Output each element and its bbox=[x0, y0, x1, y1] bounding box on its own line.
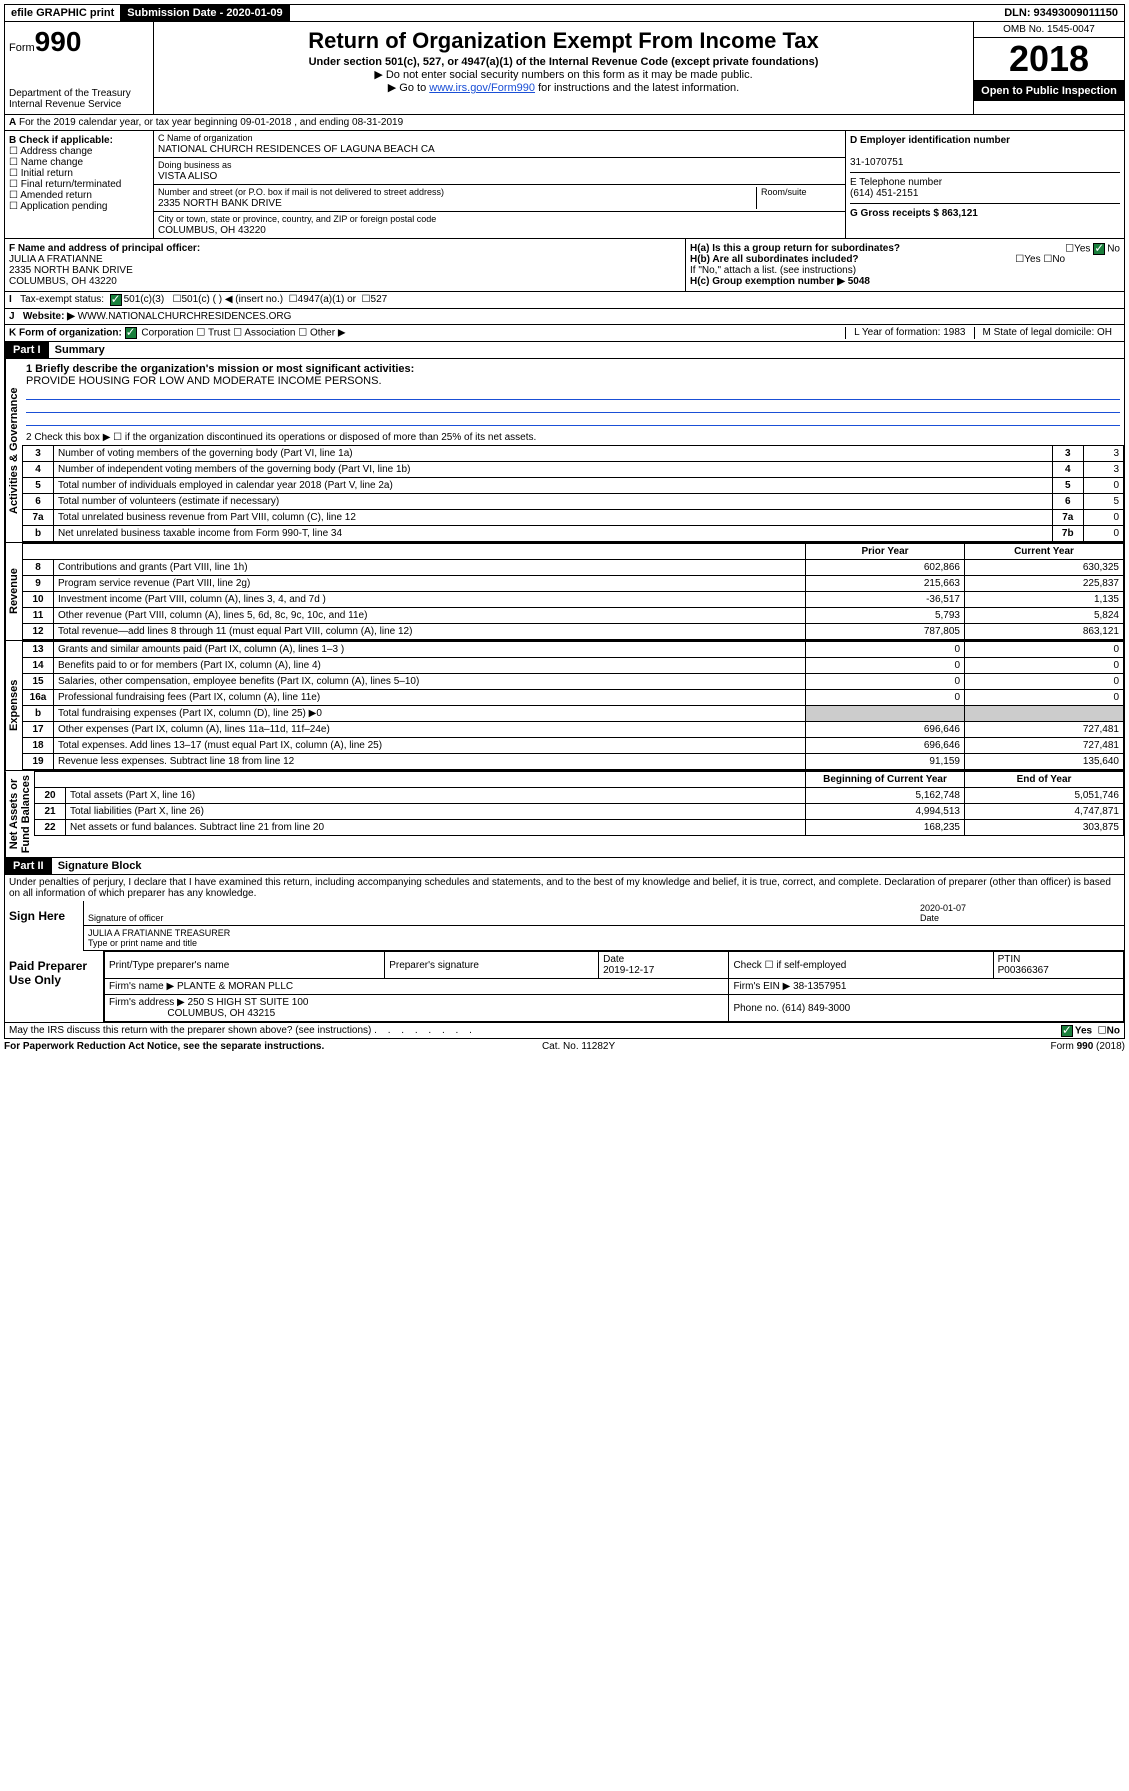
omb-number: OMB No. 1545-0047 bbox=[974, 22, 1124, 38]
section-fh: F Name and address of principal officer:… bbox=[4, 239, 1125, 292]
phone: (614) 451-2151 bbox=[850, 188, 918, 199]
chk-address-change[interactable]: ☐ Address change bbox=[9, 146, 149, 157]
form-note1: ▶ Do not enter social security numbers o… bbox=[158, 68, 969, 81]
form-header: Form990 Department of the Treasury Inter… bbox=[4, 22, 1125, 115]
org-address: 2335 NORTH BANK DRIVE bbox=[158, 198, 282, 209]
form-note2: ▶ Go to www.irs.gov/Form990 for instruct… bbox=[158, 81, 969, 94]
form-subtitle: Under section 501(c), 527, or 4947(a)(1)… bbox=[158, 56, 969, 68]
discuss-line: May the IRS discuss this return with the… bbox=[5, 1022, 1124, 1038]
netassets-table: Beginning of Current YearEnd of Year 20T… bbox=[34, 771, 1124, 836]
submission-date-button[interactable]: Submission Date - 2020-01-09 bbox=[121, 5, 289, 21]
summary-block: Activities & Governance 1 Briefly descri… bbox=[4, 359, 1125, 543]
chk-name-change[interactable]: ☐ Name change bbox=[9, 157, 149, 168]
part1-header: Part I Summary bbox=[4, 342, 1125, 359]
vert-activities-governance: Activities & Governance bbox=[5, 359, 22, 542]
efile-link[interactable]: efile GRAPHIC print bbox=[5, 5, 121, 21]
org-city: COLUMBUS, OH 43220 bbox=[158, 225, 266, 236]
line-a: A For the 2019 calendar year, or tax yea… bbox=[4, 115, 1125, 131]
chk-501c3[interactable] bbox=[110, 294, 122, 306]
dln-label: DLN: 93493009011150 bbox=[998, 5, 1124, 21]
chk-app-pending[interactable]: ☐ Application pending bbox=[9, 201, 149, 212]
tax-year: 2018 bbox=[974, 38, 1124, 81]
website[interactable]: WWW.NATIONALCHURCHRESIDENCES.ORG bbox=[78, 311, 292, 322]
officer-name: JULIA A FRATIANNE bbox=[9, 254, 103, 265]
revenue-block: Revenue Prior YearCurrent Year 8Contribu… bbox=[4, 543, 1125, 641]
form-title: Return of Organization Exempt From Incom… bbox=[158, 28, 969, 54]
part2-header: Part II Signature Block bbox=[4, 858, 1125, 875]
open-public-badge: Open to Public Inspection bbox=[974, 81, 1124, 101]
vert-netassets: Net Assets or Fund Balances bbox=[5, 771, 34, 857]
revenue-table: Prior YearCurrent Year 8Contributions an… bbox=[22, 543, 1124, 640]
org-dba: VISTA ALISO bbox=[158, 171, 217, 182]
summary-table-governance: 3Number of voting members of the governi… bbox=[22, 445, 1124, 542]
signature-block: Under penalties of perjury, I declare th… bbox=[4, 875, 1125, 1039]
mission-text: PROVIDE HOUSING FOR LOW AND MODERATE INC… bbox=[26, 375, 382, 387]
line-klm: K Form of organization: Corporation ☐ Tr… bbox=[4, 325, 1125, 342]
dept-label: Department of the Treasury Internal Reve… bbox=[9, 88, 149, 110]
box-b: B Check if applicable: ☐ Address change … bbox=[5, 131, 154, 238]
sign-here-label: Sign Here bbox=[5, 901, 83, 951]
paid-preparer-label: Paid Preparer Use Only bbox=[5, 951, 103, 1022]
top-bar: efile GRAPHIC print Submission Date - 20… bbox=[4, 4, 1125, 22]
chk-amended[interactable]: ☐ Amended return bbox=[9, 190, 149, 201]
vert-expenses: Expenses bbox=[5, 641, 22, 770]
expenses-block: Expenses 13Grants and similar amounts pa… bbox=[4, 641, 1125, 771]
page-footer: For Paperwork Reduction Act Notice, see … bbox=[4, 1039, 1125, 1052]
ein: 31-1070751 bbox=[850, 157, 903, 168]
netassets-block: Net Assets or Fund Balances Beginning of… bbox=[4, 771, 1125, 858]
irs-link[interactable]: www.irs.gov/Form990 bbox=[429, 82, 535, 94]
vert-revenue: Revenue bbox=[5, 543, 22, 640]
form-number: Form990 bbox=[9, 26, 149, 58]
chk-discuss-yes[interactable] bbox=[1061, 1025, 1073, 1037]
preparer-table: Print/Type preparer's namePreparer's sig… bbox=[104, 951, 1124, 1022]
line-i: I Tax-exempt status: 501(c)(3) ☐ 501(c) … bbox=[4, 292, 1125, 309]
chk-final-return[interactable]: ☐ Final return/terminated bbox=[9, 179, 149, 190]
chk-initial-return[interactable]: ☐ Initial return bbox=[9, 168, 149, 179]
gross-receipts: G Gross receipts $ 863,121 bbox=[850, 208, 1120, 219]
line-j: J Website: ▶ WWW.NATIONALCHURCHRESIDENCE… bbox=[4, 309, 1125, 325]
section-bcdefg: B Check if applicable: ☐ Address change … bbox=[4, 131, 1125, 239]
org-name: NATIONAL CHURCH RESIDENCES OF LAGUNA BEA… bbox=[158, 144, 435, 155]
perjury-text: Under penalties of perjury, I declare th… bbox=[5, 875, 1124, 901]
expenses-table: 13Grants and similar amounts paid (Part … bbox=[22, 641, 1124, 770]
